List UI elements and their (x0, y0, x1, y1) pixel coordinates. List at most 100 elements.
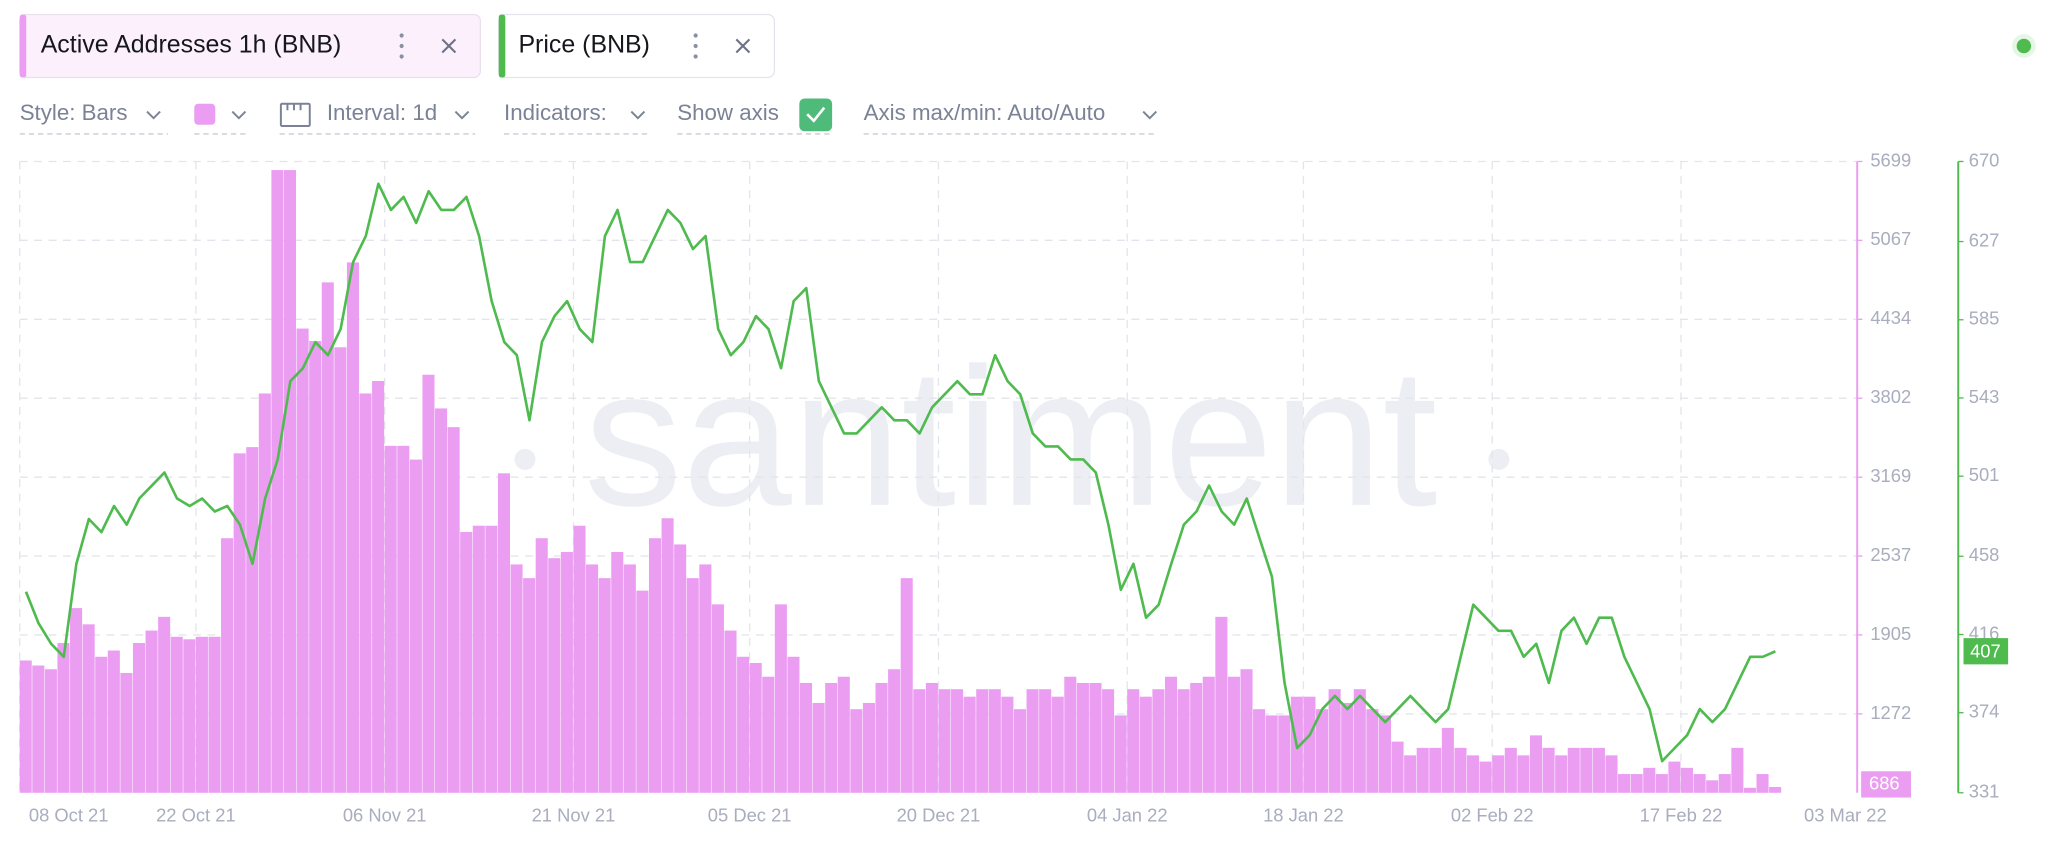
bar (1102, 689, 1115, 793)
bar (837, 676, 850, 793)
y2-tick-label: 585 (1969, 308, 2000, 329)
bar (1731, 747, 1744, 793)
color-swatch[interactable] (194, 103, 216, 125)
bar (1592, 747, 1605, 793)
bar (435, 408, 448, 793)
bar (1580, 747, 1593, 793)
bar (1278, 715, 1291, 793)
y-tick-label: 1272 (1870, 702, 1911, 723)
bar (1542, 747, 1555, 793)
bar (1265, 715, 1278, 793)
menu-icon[interactable] (693, 33, 698, 59)
bar (1416, 747, 1429, 793)
bar (1630, 774, 1643, 793)
y-tick-label: 2537 (1870, 544, 1911, 565)
y2-tick-label: 501 (1969, 464, 2000, 485)
chevrons (146, 110, 1158, 120)
bar (1467, 755, 1480, 793)
last-value-label: 407 (1970, 640, 2001, 661)
y2-tick-label: 670 (1969, 149, 2000, 170)
bar (762, 676, 775, 793)
bar (1769, 787, 1782, 793)
bar (1618, 774, 1631, 793)
tab[interactable]: Active Addresses 1h (BNB) (19, 13, 482, 79)
x-tick-label: 17 Feb 22 (1640, 804, 1723, 825)
bar (951, 689, 964, 793)
bar (1441, 727, 1454, 793)
bar (183, 639, 196, 793)
interval-select[interactable]: Interval: 1d (327, 100, 437, 125)
y2-tick-label: 543 (1969, 386, 2000, 407)
bar (19, 660, 32, 793)
bar (988, 689, 1001, 793)
bar (1303, 696, 1316, 793)
bar (409, 459, 422, 793)
bar (510, 564, 523, 793)
bar (1026, 689, 1039, 793)
bar (1605, 755, 1618, 793)
bar (1756, 774, 1769, 793)
bar (1454, 747, 1467, 793)
y2-tick-label: 458 (1969, 544, 2000, 565)
y-tick-label: 1905 (1870, 623, 1911, 644)
bar (799, 682, 813, 793)
bar (1076, 682, 1089, 793)
x-tick-label: 22 Oct 21 (156, 804, 236, 825)
bar (472, 525, 485, 793)
y2-tick-label: 627 (1969, 229, 2000, 250)
bar (976, 689, 989, 793)
bar (648, 538, 662, 793)
tab[interactable]: Price (BNB) (498, 13, 776, 79)
bar (132, 643, 146, 793)
bar (623, 564, 636, 793)
bar (661, 518, 674, 793)
tab-label: Price (BNB) (518, 31, 650, 59)
bar (825, 682, 838, 793)
bar (711, 604, 724, 793)
bar (296, 328, 309, 793)
bar (1177, 689, 1190, 793)
bar (1693, 774, 1706, 793)
bar (925, 682, 938, 793)
show-axis-label[interactable]: Show axis (677, 100, 779, 125)
y-tick-label: 3169 (1870, 465, 1911, 486)
axis-range-select[interactable]: Axis max/min: Auto/Auto (864, 100, 1106, 125)
bar (1316, 709, 1329, 793)
close-icon[interactable] (735, 38, 751, 54)
x-tick-label: 03 Mar 22 (1804, 804, 1887, 825)
bar (1240, 669, 1253, 793)
bar (1341, 702, 1354, 793)
bar (1378, 715, 1391, 793)
bar (523, 578, 536, 793)
y-tick-label: 3802 (1870, 386, 1911, 407)
y-tick-label: 5067 (1870, 228, 1911, 249)
x-tick-label: 21 Nov 21 (532, 804, 616, 825)
show-axis-checkbox[interactable] (799, 98, 833, 132)
indicators-select[interactable]: Indicators: (504, 100, 607, 125)
bar (1013, 709, 1027, 793)
bar (372, 380, 385, 793)
interval-icon (279, 102, 311, 128)
y2-tick-label: 374 (1969, 701, 2000, 722)
bar (1429, 747, 1442, 793)
menu-icon[interactable] (399, 33, 404, 59)
bar (724, 630, 737, 793)
bar (938, 689, 951, 793)
bar (1655, 774, 1668, 793)
bar (699, 564, 712, 793)
bar (384, 445, 397, 793)
bar (120, 672, 133, 793)
bar (1529, 735, 1543, 793)
style-select[interactable]: Style: Bars (20, 100, 128, 125)
bar (145, 630, 158, 793)
watermark-dot (1488, 448, 1510, 470)
bar (1706, 780, 1719, 793)
y-tick-label: 4434 (1870, 307, 1911, 328)
close-icon[interactable] (441, 38, 457, 54)
bar (812, 702, 825, 793)
x-tick-label: 04 Jan 22 (1087, 804, 1168, 825)
bar (334, 347, 347, 793)
bar (636, 590, 649, 793)
bar (1492, 755, 1505, 793)
